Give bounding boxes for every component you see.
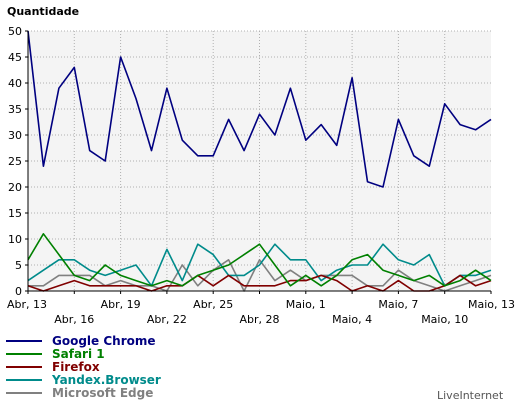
y-tick-label: 25 bbox=[8, 155, 22, 168]
y-tick-label: 20 bbox=[8, 181, 22, 194]
x-axis-ticks: Abr, 13 Abr, 16 Abr, 19 Abr, 22 Abr, 25 Abr, … bbox=[7, 291, 515, 326]
y-tick-label: 15 bbox=[8, 207, 22, 220]
x-tick-label: Abr, 28 bbox=[239, 313, 279, 326]
y-axis-ticks: 0 5 10 15 20 25 30 35 40 45 50 bbox=[8, 25, 28, 298]
x-tick-label: Maio, 10 bbox=[421, 313, 468, 326]
y-tick-label: 10 bbox=[8, 233, 22, 246]
series-line bbox=[27, 30, 492, 188]
legend-swatch bbox=[6, 365, 42, 368]
x-tick-label: Abr, 19 bbox=[101, 298, 141, 311]
chart-legend: Google Chrome Safari 1 Firefox Yandex.Brows… bbox=[6, 333, 161, 400]
legend-swatch bbox=[6, 378, 42, 381]
x-tick-label: Abr, 25 bbox=[193, 298, 233, 311]
legend-item: Yandex.Browser bbox=[6, 372, 161, 387]
series-line bbox=[27, 243, 492, 287]
legend-label: Google Chrome bbox=[52, 333, 156, 348]
x-tick-label: Abr, 22 bbox=[147, 313, 187, 326]
x-tick-label: Abr, 13 bbox=[7, 298, 47, 311]
y-tick-label: 35 bbox=[8, 103, 22, 116]
legend-swatch bbox=[6, 352, 42, 355]
legend-item: Microsoft Edge bbox=[6, 385, 161, 400]
x-tick-label: Maio, 13 bbox=[468, 298, 515, 311]
x-tick-label: Maio, 1 bbox=[286, 298, 326, 311]
y-tick-label: 30 bbox=[8, 129, 22, 142]
legend-swatch bbox=[6, 391, 42, 394]
branding-label: LiveInternet bbox=[437, 389, 504, 402]
legend-item: Google Chrome bbox=[6, 333, 161, 348]
legend-label: Microsoft Edge bbox=[52, 385, 154, 400]
legend-swatch bbox=[6, 339, 42, 342]
y-tick-label: 40 bbox=[8, 77, 22, 90]
x-tick-label: Maio, 4 bbox=[332, 313, 372, 326]
legend-item: Firefox bbox=[6, 359, 161, 374]
y-tick-label: 45 bbox=[8, 51, 22, 64]
series-line bbox=[27, 233, 492, 287]
legend-label: Safari 1 bbox=[52, 346, 105, 361]
chart-series-lines bbox=[27, 30, 492, 292]
legend-label: Yandex.Browser bbox=[52, 372, 161, 387]
legend-label: Firefox bbox=[52, 359, 100, 374]
y-axis-label: Quantidade bbox=[7, 5, 79, 18]
y-tick-label: 5 bbox=[15, 259, 22, 272]
x-tick-label: Abr, 16 bbox=[54, 313, 94, 326]
y-tick-label: 0 bbox=[15, 285, 22, 298]
x-tick-label: Maio, 7 bbox=[378, 298, 418, 311]
y-tick-label: 50 bbox=[8, 25, 22, 38]
legend-item: Safari 1 bbox=[6, 346, 161, 361]
